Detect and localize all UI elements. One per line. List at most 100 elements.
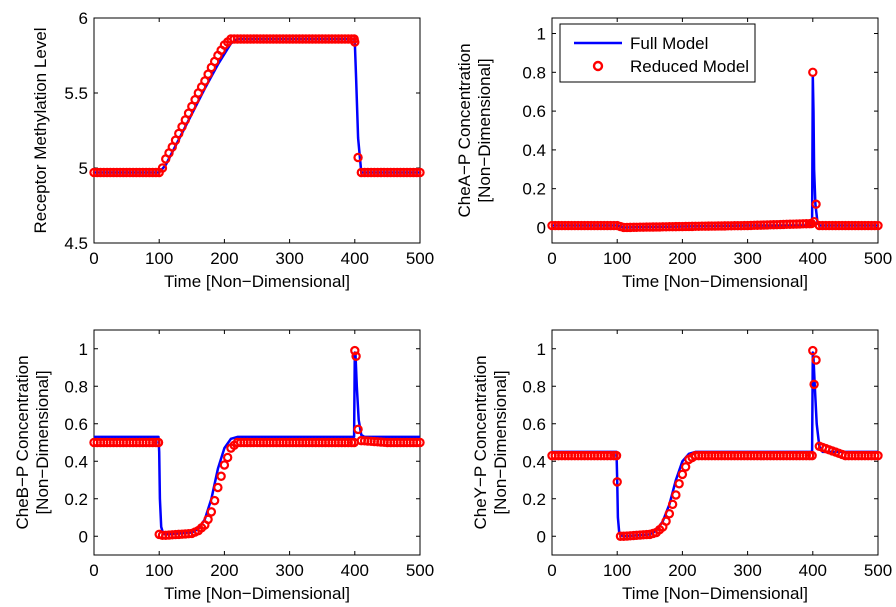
series-reduced-model-point — [870, 450, 880, 461]
legend-reduced-model-label: Reduced Model — [630, 57, 749, 76]
x-tick-label: 0 — [547, 561, 556, 580]
x-tick-label: 200 — [668, 249, 696, 268]
x-tick-label: 0 — [547, 249, 556, 268]
y-tick-label: 0.6 — [522, 415, 546, 434]
x-tick-label: 100 — [603, 249, 631, 268]
series-reduced-model-point — [677, 469, 688, 480]
series-reduced-model-point — [415, 437, 425, 448]
series-reduced-model-point — [415, 167, 425, 178]
chart-panel-3: 0 100 200 300 400 500 0 0.2 0.4 0.6 0.8 1 Time [Non−… — [13, 329, 434, 603]
y-tick-label: 5 — [79, 159, 88, 178]
x-tick-label: 500 — [406, 561, 434, 580]
y-tick-label: 0 — [537, 527, 546, 546]
x-axis-label: Time [Non−Dimensional] — [164, 272, 350, 291]
y-axis-label: [Non−Dimensional] — [491, 370, 510, 514]
series-reduced-model-point — [350, 37, 360, 47]
series-reduced-model-point — [147, 437, 158, 448]
y-tick-label: 0 — [79, 527, 88, 546]
series-reduced-model-point — [808, 67, 818, 78]
y-tick-label: 0.4 — [522, 452, 546, 471]
x-tick-label: 200 — [668, 561, 696, 580]
series-reduced-model-point — [671, 490, 681, 500]
series-reduced-model-point — [219, 460, 230, 470]
y-tick-label: 0.8 — [522, 63, 546, 82]
series-reduced-model-point — [807, 450, 817, 461]
chart-panel-2: 0 100 200 300 400 500 0 0.2 0.4 0.6 0.8 1 Time [Non−… — [455, 17, 892, 291]
y-axis-label: CheB−P Concentration — [13, 355, 32, 529]
y-tick-label: 0.6 — [522, 102, 546, 121]
series-reduced-model-point — [611, 450, 622, 461]
y-tick-label: 0.2 — [522, 490, 546, 509]
series-reduced-model-point — [873, 220, 883, 231]
x-tick-label: 0 — [89, 561, 98, 580]
series-reduced-model-point — [412, 167, 422, 178]
x-axis-label: Time [Non−Dimensional] — [164, 584, 350, 603]
y-tick-label: 0.2 — [64, 490, 88, 509]
series-reduced-model-point — [605, 450, 616, 461]
y-tick-label: 6 — [79, 9, 88, 28]
plot-area — [551, 329, 879, 556]
x-tick-label: 500 — [406, 249, 434, 268]
y-tick-label: 1 — [79, 340, 88, 359]
y-tick-label: 0.8 — [522, 377, 546, 396]
chart-panel-4: 0 100 200 300 400 500 0 0.2 0.4 0.6 0.8 1 Time [Non−… — [471, 329, 892, 603]
series-reduced-model-point — [203, 514, 213, 525]
legend-reduced-model-swatch — [592, 60, 604, 72]
chart-panel-1: 0 100 200 300 400 500 4.5 5 5.5 6 Time [Non−Dimens… — [31, 9, 434, 291]
series-reduced-model-point — [412, 437, 422, 448]
y-tick-label: 4.5 — [64, 234, 88, 253]
series-reduced-model-point — [667, 499, 678, 510]
series-reduced-model-point — [808, 345, 818, 356]
y-tick-label: 0.8 — [64, 377, 88, 396]
y-tick-label: 1 — [537, 340, 546, 359]
series-reduced-model-point — [350, 345, 360, 356]
x-tick-label: 500 — [864, 249, 892, 268]
plot-area — [93, 17, 421, 244]
x-axis-label: Time [Non−Dimensional] — [622, 272, 808, 291]
series-reduced-model-point — [353, 152, 363, 163]
x-tick-label: 100 — [145, 561, 173, 580]
x-tick-label: 500 — [864, 561, 892, 580]
x-tick-label: 400 — [341, 561, 369, 580]
x-tick-label: 300 — [275, 249, 303, 268]
x-tick-label: 400 — [799, 561, 827, 580]
x-tick-label: 200 — [210, 561, 238, 580]
x-tick-label: 0 — [89, 249, 98, 268]
y-axis-label: CheY−P Concentration — [471, 355, 490, 529]
series-reduced-model-point — [661, 516, 671, 526]
legend-full-model-label: Full Model — [630, 34, 708, 53]
x-tick-label: 100 — [603, 561, 631, 580]
series-reduced-model-point — [811, 355, 821, 365]
series-reduced-model-point — [809, 379, 819, 390]
y-tick-label: 0.4 — [522, 141, 546, 160]
y-tick-label: 0.2 — [522, 180, 546, 199]
series-reduced-model-point — [612, 477, 622, 487]
series-reduced-model-point — [209, 495, 220, 506]
y-axis-label: [Non−Dimensional] — [475, 58, 494, 202]
series-reduced-model-point — [674, 479, 684, 489]
y-tick-label: 5.5 — [64, 84, 88, 103]
series-reduced-model-point — [343, 437, 353, 448]
series-reduced-model-point — [222, 452, 233, 463]
y-tick-label: 0.4 — [64, 452, 88, 471]
x-tick-label: 300 — [733, 561, 761, 580]
y-tick-label: 0 — [537, 218, 546, 237]
series-reduced-model-point — [801, 450, 811, 461]
series-reduced-model-point — [206, 507, 217, 517]
series-reduced-model-point — [157, 163, 168, 173]
series-reduced-model-point — [213, 482, 223, 493]
series-reduced-model-point — [353, 424, 363, 435]
y-axis-label: CheA−P Concentration — [455, 43, 474, 217]
series-full-model-line — [94, 351, 420, 536]
series-reduced-model-point — [873, 450, 883, 461]
y-tick-label: 1 — [537, 25, 546, 44]
y-axis-label: [Non−Dimensional] — [33, 370, 52, 514]
series-reduced-model-point — [680, 462, 691, 472]
x-tick-label: 100 — [145, 249, 173, 268]
series-reduced-model-point — [351, 351, 361, 361]
series-reduced-model-point — [151, 167, 161, 178]
y-tick-label: 0.6 — [64, 415, 88, 434]
legend: Full Model Reduced Model — [559, 23, 756, 83]
x-tick-label: 300 — [733, 249, 761, 268]
y-axis-label: Receptor Methylation Level — [31, 27, 50, 233]
